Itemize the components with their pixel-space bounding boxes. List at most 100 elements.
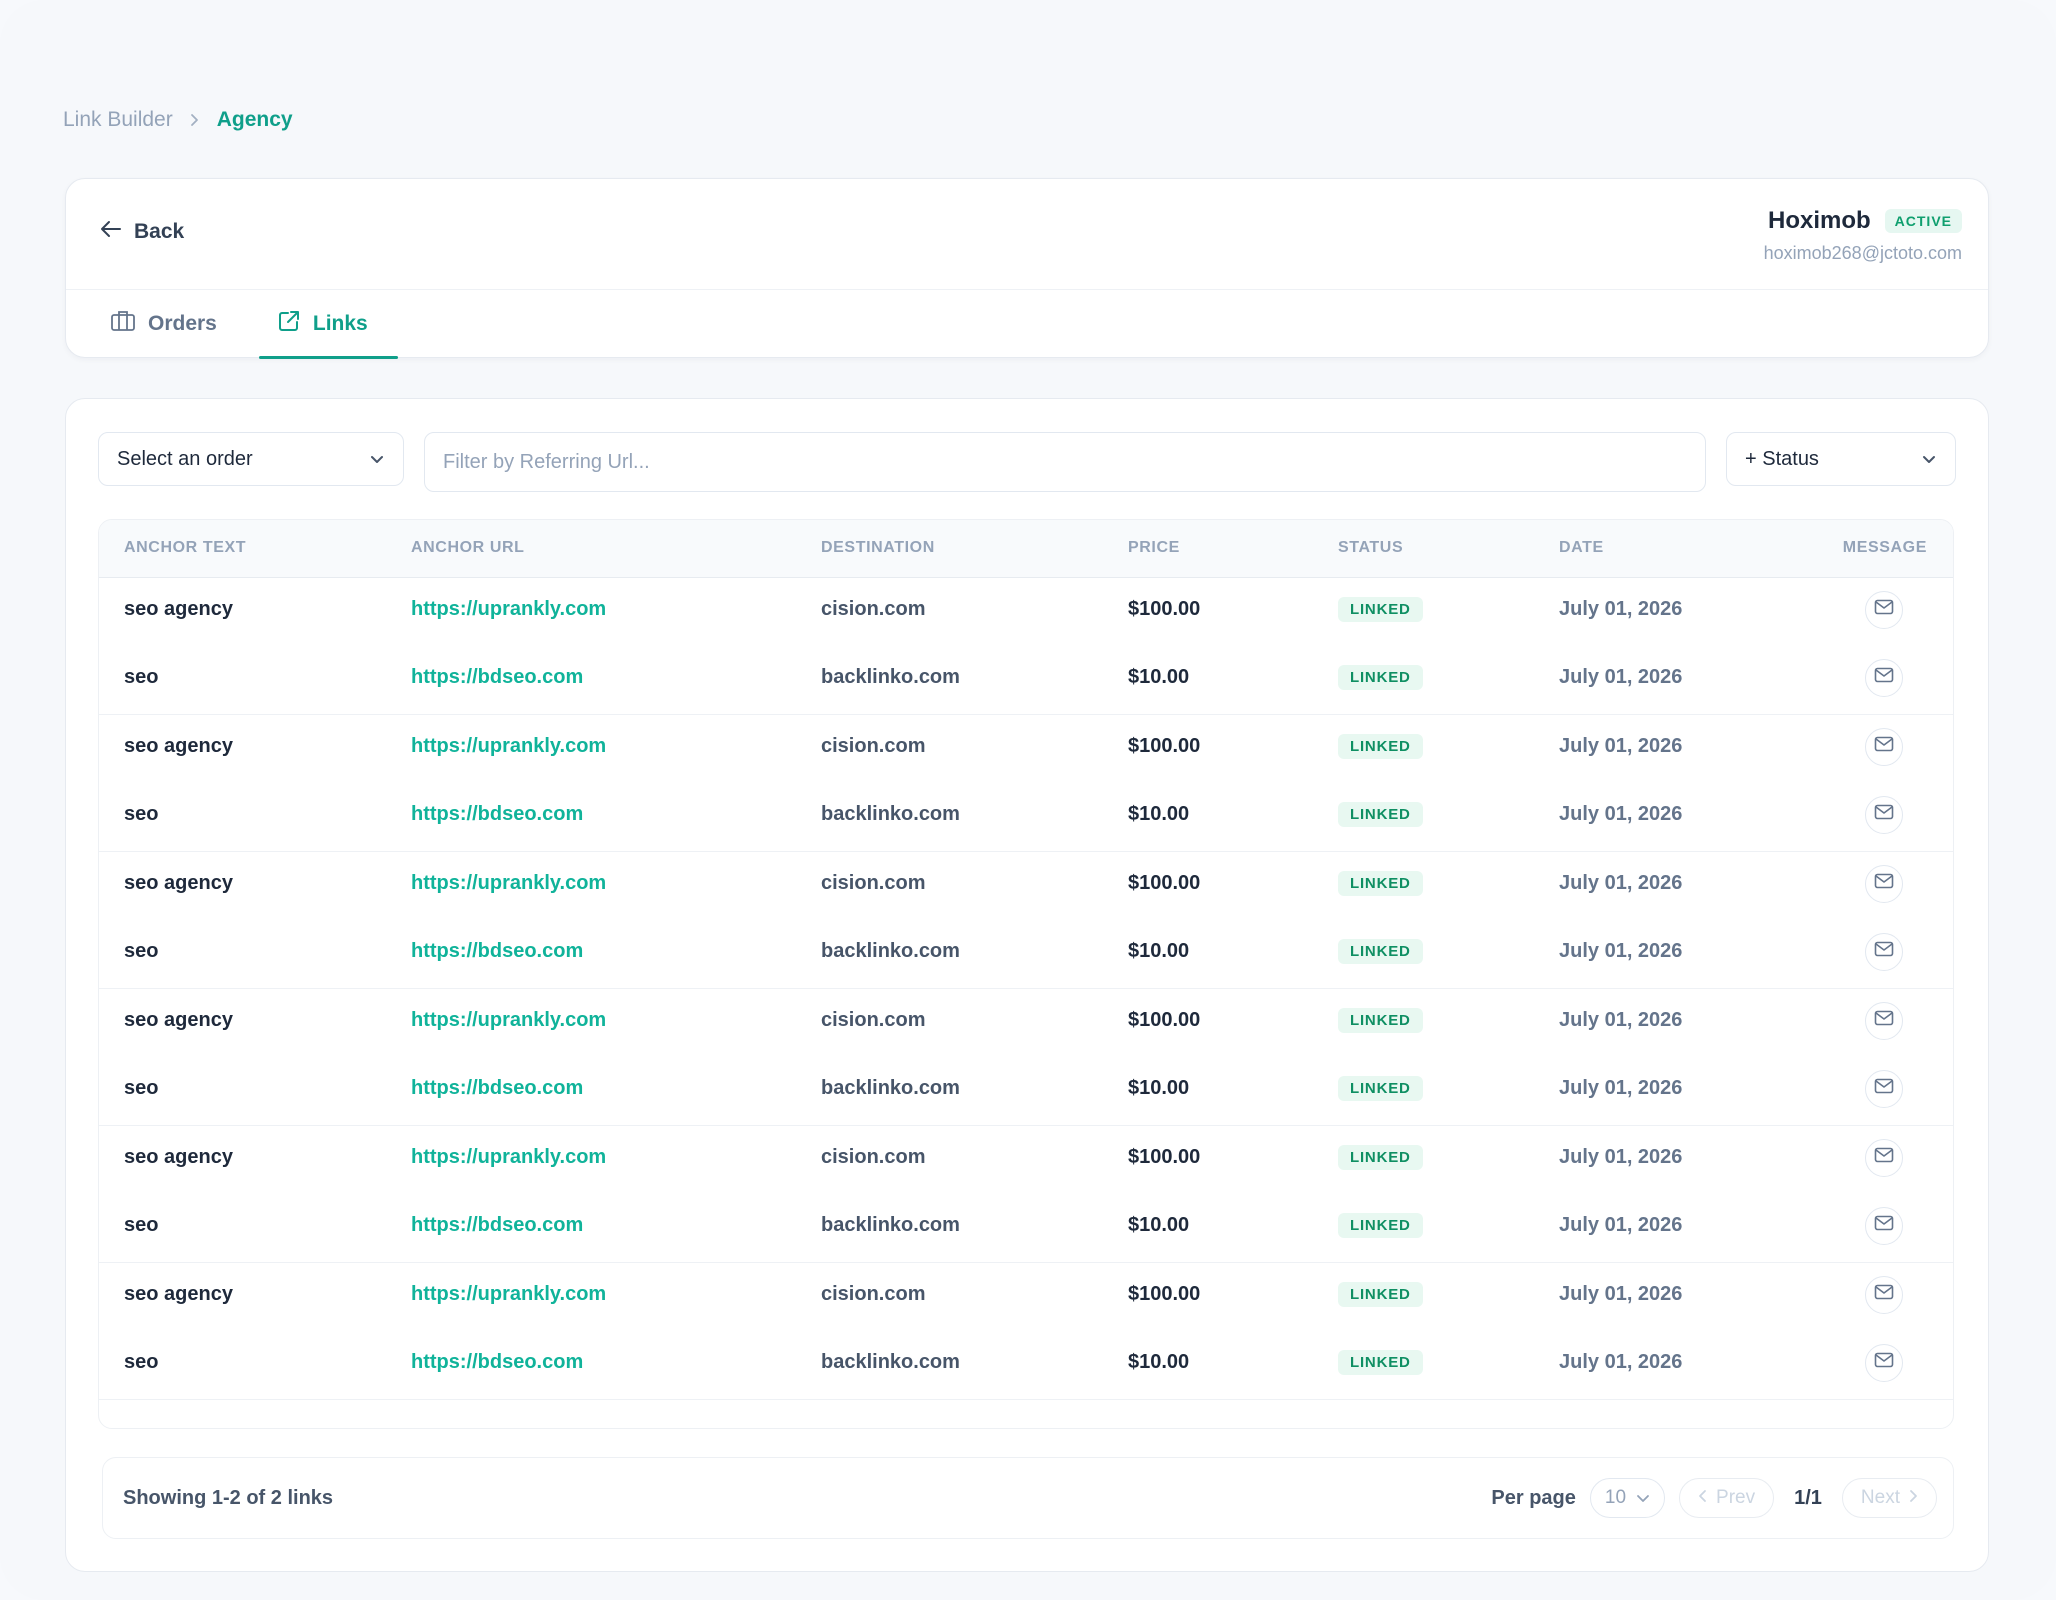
message-button[interactable] xyxy=(1865,1138,1903,1177)
anchor-url-link[interactable]: https://uprankly.com xyxy=(411,735,607,758)
message-button[interactable] xyxy=(1865,864,1903,903)
anchor-url-link[interactable]: https://bdseo.com xyxy=(411,1077,584,1100)
page-indicator: 1/1 xyxy=(1794,1486,1822,1509)
anchor-url-link[interactable]: https://bdseo.com xyxy=(411,1351,584,1374)
message-button[interactable] xyxy=(1865,932,1903,971)
column-header-destination: DESTINATION xyxy=(796,520,1103,578)
anchor-text-cell: seo xyxy=(124,1351,159,1374)
anchor-url-link[interactable]: https://bdseo.com xyxy=(411,803,584,826)
anchor-url-link[interactable]: https://uprankly.com xyxy=(411,1283,607,1306)
mail-icon xyxy=(1874,1146,1894,1169)
anchor-url-link[interactable]: https://uprankly.com xyxy=(411,598,607,621)
mail-icon xyxy=(1874,803,1894,826)
table-row[interactable]: seo agency https://uprankly.com cision.com… xyxy=(99,1125,1953,1190)
account-info: Hoximob ACTIVE hoximob268@jctoto.com xyxy=(1764,207,1962,264)
table-row[interactable]: seo agency https://uprankly.com cision.com… xyxy=(99,714,1953,779)
table-row[interactable]: seo agency https://uprankly.com cision.com… xyxy=(99,577,1953,642)
price-cell: $100.00 xyxy=(1128,1283,1201,1306)
anchor-url-link[interactable]: https://uprankly.com xyxy=(411,1009,607,1032)
message-cell xyxy=(1814,1190,1953,1262)
anchor-url-link[interactable]: https://bdseo.com xyxy=(411,940,584,963)
price-cell: $10.00 xyxy=(1128,940,1190,963)
date-cell: July 01, 2026 xyxy=(1559,803,1683,826)
message-button[interactable] xyxy=(1865,1343,1903,1382)
mail-icon xyxy=(1874,872,1894,895)
pagination-summary: Showing 1-2 of 2 links xyxy=(123,1486,334,1509)
per-page-value: 10 xyxy=(1604,1487,1627,1508)
destination-cell: backlinko.com xyxy=(821,666,960,689)
status-cell: LINKED xyxy=(1313,916,1534,988)
back-button[interactable]: Back xyxy=(100,219,184,245)
message-button[interactable] xyxy=(1865,1275,1903,1314)
message-cell xyxy=(1814,779,1953,851)
price-cell: $10.00 xyxy=(1128,666,1190,689)
tab-links-label: Links xyxy=(312,312,368,335)
date-cell: July 01, 2026 xyxy=(1559,1009,1683,1032)
message-button[interactable] xyxy=(1865,590,1903,629)
status-cell: LINKED xyxy=(1313,1125,1534,1190)
chevron-right-icon xyxy=(189,113,201,127)
next-page-button[interactable]: Next xyxy=(1841,1478,1937,1518)
date-cell: July 01, 2026 xyxy=(1559,1351,1683,1374)
status-badge: LINKED xyxy=(1338,939,1423,965)
anchor-url-link[interactable]: https://bdseo.com xyxy=(411,1214,584,1237)
anchor-url-link[interactable]: https://uprankly.com xyxy=(411,1146,607,1169)
anchor-text-cell: seo agency xyxy=(124,1283,233,1306)
briefcase-icon xyxy=(110,309,136,339)
tab-bar: Orders Links xyxy=(66,289,398,359)
table-header-row: ANCHOR TEXT ANCHOR URL DESTINATION PRICE… xyxy=(99,520,1953,578)
column-header-message: MESSAGE xyxy=(1814,520,1953,578)
destination-cell: backlinko.com xyxy=(821,1351,960,1374)
links-table-container[interactable]: ANCHOR TEXT ANCHOR URL DESTINATION PRICE… xyxy=(98,519,1954,1429)
table-row[interactable]: seo agency https://uprankly.com cision.com… xyxy=(99,1262,1953,1327)
mail-icon xyxy=(1874,1077,1894,1100)
status-badge: LINKED xyxy=(1338,871,1423,897)
status-badge: LINKED xyxy=(1338,597,1423,623)
status-cell: LINKED xyxy=(1313,851,1534,916)
prev-page-button[interactable]: Prev xyxy=(1679,1478,1775,1518)
referring-url-search-input[interactable] xyxy=(424,432,1706,492)
destination-cell: cision.com xyxy=(821,1009,926,1032)
table-row[interactable]: seo https://bdseo.com backlinko.com $10.00 L… xyxy=(99,1190,1953,1262)
price-cell: $100.00 xyxy=(1128,735,1201,758)
message-button[interactable] xyxy=(1865,795,1903,834)
message-button[interactable] xyxy=(1865,658,1903,697)
date-cell: July 01, 2026 xyxy=(1559,940,1683,963)
links-card: Select an order + Status ANCHOR TEXT ANC… xyxy=(65,398,1989,1572)
chevron-down-icon xyxy=(369,448,385,471)
mail-icon xyxy=(1874,940,1894,963)
tab-links[interactable]: Links xyxy=(247,289,398,359)
message-button[interactable] xyxy=(1865,727,1903,766)
breadcrumb-link-builder[interactable]: Link Builder xyxy=(63,108,173,131)
message-cell xyxy=(1814,1262,1953,1327)
table-row[interactable]: seo https://bdseo.com backlinko.com $10.00 L… xyxy=(99,916,1953,988)
message-button[interactable] xyxy=(1865,1206,1903,1245)
table-row[interactable]: seo https://bdseo.com backlinko.com $10.00 L… xyxy=(99,1053,1953,1125)
mail-icon xyxy=(1874,1214,1894,1237)
anchor-text-cell: seo agency xyxy=(124,735,233,758)
table-row[interactable]: seo https://bdseo.com backlinko.com $10.00 L… xyxy=(99,779,1953,851)
message-cell xyxy=(1814,1125,1953,1190)
date-cell: July 01, 2026 xyxy=(1559,872,1683,895)
status-select[interactable]: + Status xyxy=(1726,432,1956,486)
chevron-down-icon xyxy=(1921,448,1937,471)
per-page-select[interactable]: 10 xyxy=(1589,1478,1666,1518)
order-select[interactable]: Select an order xyxy=(98,432,404,486)
table-row[interactable]: seo https://bdseo.com backlinko.com $10.00 L… xyxy=(99,642,1953,714)
price-cell: $100.00 xyxy=(1128,598,1201,621)
anchor-url-link[interactable]: https://bdseo.com xyxy=(411,666,584,689)
table-row[interactable]: seo agency https://uprankly.com cision.com… xyxy=(99,988,1953,1053)
price-cell: $10.00 xyxy=(1128,1077,1190,1100)
anchor-url-link[interactable]: https://uprankly.com xyxy=(411,872,607,895)
message-cell xyxy=(1814,714,1953,779)
table-row[interactable]: seo https://bdseo.com backlinko.com $10.00 L… xyxy=(99,1327,1953,1399)
status-badge: LINKED xyxy=(1338,1282,1423,1308)
message-button[interactable] xyxy=(1865,1001,1903,1040)
table-row[interactable]: seo agency https://uprankly.com cision.com… xyxy=(99,851,1953,916)
price-cell: $10.00 xyxy=(1128,803,1190,826)
column-header-anchor-text: ANCHOR TEXT xyxy=(99,520,386,578)
price-cell: $10.00 xyxy=(1128,1351,1190,1374)
tab-orders[interactable]: Orders xyxy=(66,289,247,359)
message-button[interactable] xyxy=(1865,1069,1903,1108)
status-cell: LINKED xyxy=(1313,642,1534,714)
